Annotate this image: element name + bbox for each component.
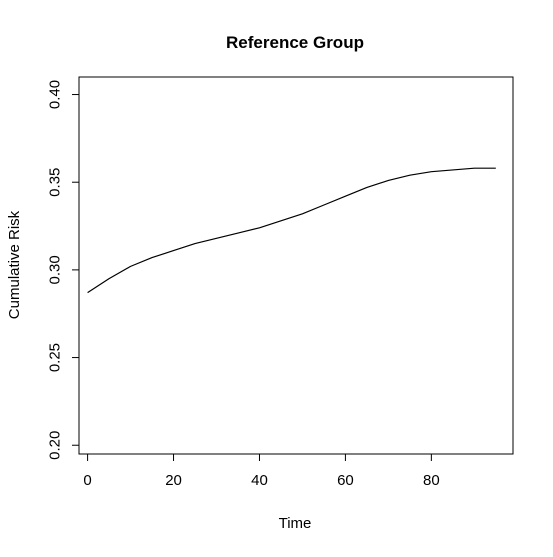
chart-title: Reference Group — [226, 33, 364, 52]
x-tick-label: 20 — [165, 472, 182, 489]
x-axis: 0 20 40 60 80 — [83, 453, 440, 489]
series-layer — [87, 167, 496, 294]
series-line — [87, 167, 496, 294]
y-axis-label: Cumulative Risk — [6, 210, 23, 319]
y-tick-label: 0.35 — [47, 168, 64, 197]
y-axis: 0.20 0.25 0.30 0.35 0.40 — [47, 80, 80, 460]
x-tick-label: 40 — [251, 472, 268, 489]
x-axis-label: Time — [279, 515, 312, 532]
plot-frame — [78, 76, 514, 455]
x-tick-label: 0 — [83, 472, 91, 489]
x-tick-label: 80 — [423, 472, 440, 489]
y-tick-label: 0.20 — [47, 431, 64, 460]
x-tick-label: 60 — [337, 472, 354, 489]
y-tick-label: 0.40 — [47, 80, 64, 109]
y-tick-label: 0.30 — [47, 255, 64, 284]
y-tick-label: 0.25 — [47, 343, 64, 372]
